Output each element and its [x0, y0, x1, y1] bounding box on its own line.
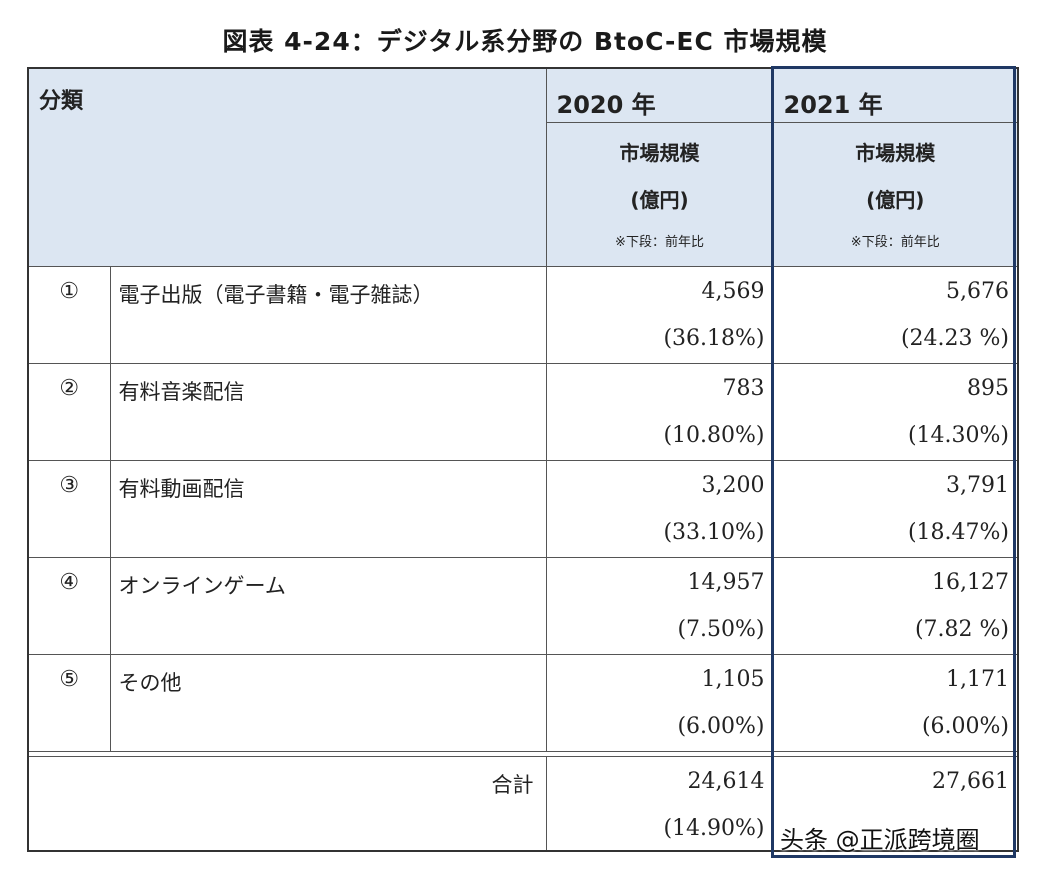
total-value-2020: 24,614: [687, 768, 765, 794]
total-2021-cell: 27,661: [772, 755, 1019, 852]
value-2020-cell: 3,200 (33.10%): [545, 459, 774, 558]
value-2020-cell: 4,569 (36.18%): [545, 265, 774, 364]
growth-2020: (6.00%): [677, 713, 765, 739]
total-row: 合計 24,614 (14.90%) 27,661: [27, 755, 1019, 852]
value-2021-cell: 16,127 (7.82 %): [772, 556, 1019, 655]
value-2020: 783: [722, 375, 765, 401]
unit-label: 市場規模: [619, 140, 700, 165]
row-category-name: 有料音楽配信: [109, 362, 547, 461]
row-number: ④: [27, 556, 111, 655]
header-row-units: 市場規模 (億円) ※下段：前年比 市場規模 (億円) ※下段：前年比: [28, 121, 1019, 267]
value-2021: 5,676: [946, 278, 1009, 304]
row-category-name: その他: [109, 653, 547, 752]
value-2021-cell: 1,171 (6.00%): [772, 653, 1019, 752]
row-category-name: 電子出版（電子書籍・電子雑誌）: [109, 265, 547, 364]
table-row: ② 有料音楽配信 783 (10.80%) 895 (14.30%): [27, 362, 1019, 461]
table-row: ⑤ その他 1,105 (6.00%) 1,171 (6.00%): [27, 653, 1019, 752]
growth-2020: (7.50%): [677, 616, 765, 642]
market-size-table: 分類 2020 年 2021 年 市場規模 (億円) ※下段：前年比 市場規模 …: [27, 67, 1019, 852]
growth-2021: (6.00%): [921, 713, 1009, 739]
growth-2021: (24.23 %): [900, 325, 1009, 351]
value-2021-cell: 895 (14.30%): [772, 362, 1019, 461]
value-2021: 1,171: [946, 666, 1009, 692]
value-2021: 3,791: [946, 472, 1009, 498]
header-row-years: 分類 2020 年 2021 年: [27, 67, 1019, 267]
watermark: 头条 @正派跨境圈: [780, 826, 980, 854]
total-label: 合計: [27, 755, 547, 852]
value-2021-cell: 3,791 (18.47%): [772, 459, 1019, 558]
value-2020: 1,105: [701, 666, 765, 692]
growth-2021: (18.47%): [907, 519, 1009, 545]
unit-currency: (億円): [630, 187, 689, 212]
row-category-name: オンラインゲーム: [109, 556, 547, 655]
row-category-name: 有料動画配信: [109, 459, 547, 558]
row-number: ⑤: [27, 653, 111, 752]
total-2020-cell: 24,614 (14.90%): [545, 755, 774, 852]
value-2021: 895: [967, 375, 1009, 401]
growth-2020: (10.80%): [663, 422, 765, 448]
growth-2020: (36.18%): [663, 325, 765, 351]
value-2020: 4,569: [701, 278, 765, 304]
value-2020-cell: 14,957 (7.50%): [545, 556, 774, 655]
figure-title: 図表 4-24：デジタル系分野の BtoC-EC 市場規模: [222, 27, 828, 56]
total-growth-2020: (14.90%): [663, 815, 765, 841]
value-2021-cell: 5,676 (24.23 %): [772, 265, 1019, 364]
unit-currency: (億円): [866, 187, 925, 212]
year-2021-header: 2021 年: [772, 67, 1019, 123]
table-row: ④ オンラインゲーム 14,957 (7.50%) 16,127 (7.82 %): [27, 556, 1019, 655]
growth-2021: (7.82 %): [914, 616, 1009, 642]
unit-label: 市場規模: [855, 140, 936, 165]
row-number: ③: [27, 459, 111, 558]
table-row: ③ 有料動画配信 3,200 (33.10%) 3,791 (18.47%): [27, 459, 1019, 558]
total-value-2021: 27,661: [932, 768, 1009, 794]
category-header: 分類: [27, 67, 547, 267]
unit-header-2021: 市場規模 (億円) ※下段：前年比: [772, 121, 1019, 267]
growth-2021: (14.30%): [907, 422, 1009, 448]
table-row: ① 電子出版（電子書籍・電子雑誌） 4,569 (36.18%) 5,676 (24…: [27, 265, 1019, 364]
row-number: ①: [27, 265, 111, 364]
year-2020-header: 2020 年: [545, 67, 774, 123]
value-2020-cell: 1,105 (6.00%): [545, 653, 774, 752]
value-2021: 16,127: [932, 569, 1009, 595]
value-2020: 14,957: [687, 569, 765, 595]
unit-header-2020: 市場規模 (億円) ※下段：前年比: [545, 121, 774, 267]
value-2020-cell: 783 (10.80%): [545, 362, 774, 461]
growth-2020: (33.10%): [663, 519, 765, 545]
unit-note: ※下段：前年比: [615, 234, 704, 250]
value-2020: 3,200: [701, 472, 765, 498]
unit-note: ※下段：前年比: [850, 234, 940, 250]
row-number: ②: [27, 362, 111, 461]
